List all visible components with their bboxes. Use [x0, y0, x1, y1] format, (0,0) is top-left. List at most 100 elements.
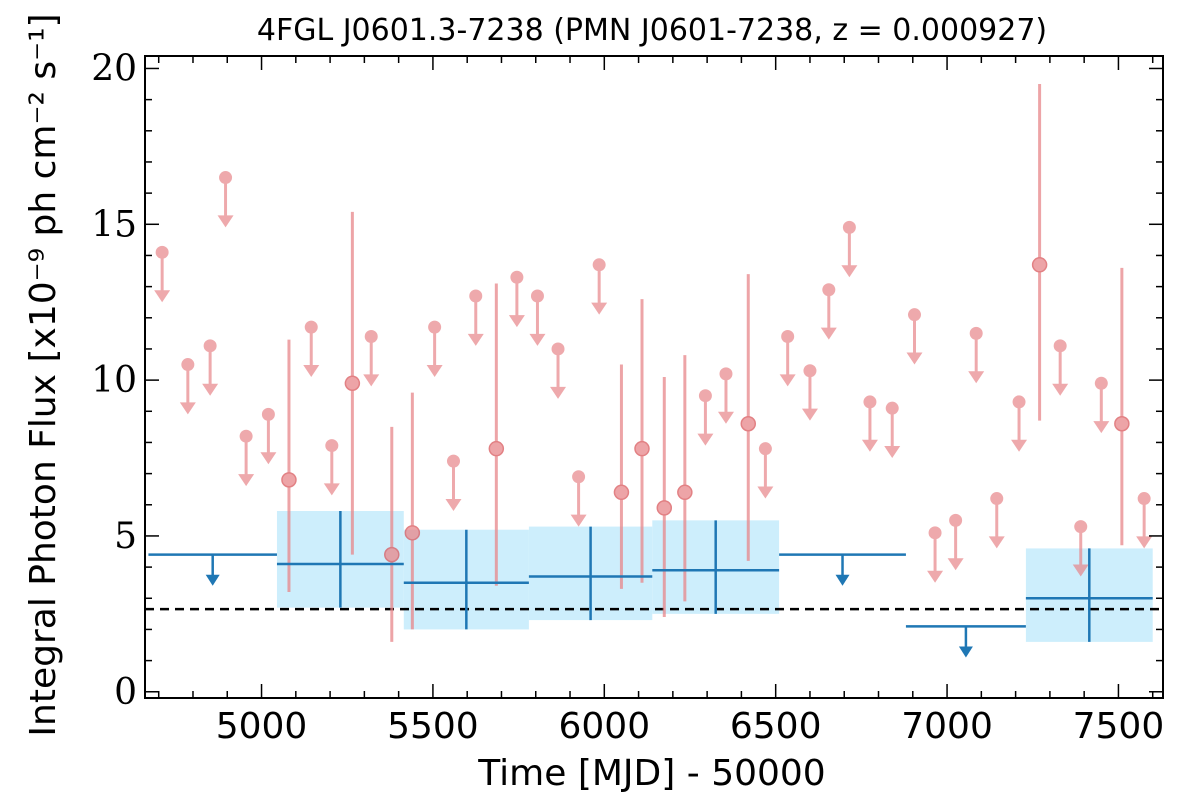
long-bin-ul-arrowhead: [958, 646, 973, 658]
upper-limit-arrowhead: [303, 365, 320, 377]
upper-limit-arrowhead: [779, 374, 796, 387]
upper-limit-marker: [510, 270, 524, 284]
upper-limit-marker: [592, 258, 606, 272]
upper-limit-arrowhead: [1072, 564, 1089, 577]
short-bin-upper-limit-25: [884, 401, 901, 459]
upper-limit-marker: [203, 339, 217, 353]
short-bin-series: [154, 84, 1153, 642]
upper-limit-arrowhead: [884, 446, 901, 459]
upper-limit-marker: [551, 342, 565, 356]
upper-limit-arrowhead: [927, 570, 944, 583]
upper-limit-marker: [698, 389, 712, 403]
upper-limit-marker: [1012, 395, 1026, 409]
upper-limit-marker: [803, 364, 817, 378]
upper-limit-arrowhead: [1136, 536, 1153, 549]
x-tick-label: 6000: [558, 706, 650, 747]
short-bin-upper-limit-22: [820, 283, 837, 340]
upper-limit-arrowhead: [238, 474, 255, 487]
upper-limit-marker: [863, 395, 877, 409]
short-bin-detection-3: [404, 392, 421, 630]
upper-limit-arrowhead: [363, 374, 380, 387]
upper-limit-arrowhead: [445, 499, 462, 512]
upper-limit-arrowhead: [323, 483, 340, 496]
detection-marker: [1114, 415, 1130, 432]
short-bin-upper-limit-32: [1052, 339, 1069, 396]
x-axis-label: Time [MJD] - 50000: [477, 753, 825, 794]
y-tick-label: 15: [91, 204, 137, 245]
short-bin-upper-limit-23: [841, 220, 858, 278]
upper-limit-marker: [325, 439, 339, 453]
upper-limit-marker: [990, 492, 1004, 506]
upper-limit-arrowhead: [861, 439, 878, 452]
long-bin-upper-limit-2: [905, 625, 1026, 658]
detection-marker: [677, 484, 693, 501]
upper-limit-marker: [719, 367, 733, 381]
detection-marker: [634, 440, 650, 457]
short-bin-upper-limit-3: [217, 171, 234, 228]
long-bin-ul-arrowhead: [205, 574, 220, 586]
long-bin-detection-4: [1025, 548, 1153, 642]
detection-marker: [740, 415, 757, 432]
short-bin-detection-6: [634, 299, 650, 583]
upper-limit-marker: [219, 171, 233, 185]
long-bin-detection-3: [652, 520, 780, 614]
y-tick-label: 5: [114, 516, 137, 557]
upper-limit-marker: [1094, 376, 1108, 390]
short-bin-upper-limit-31: [1011, 395, 1028, 452]
upper-limit-marker: [928, 526, 942, 540]
upper-limit-arrowhead: [550, 386, 567, 399]
upper-limit-marker: [822, 283, 836, 297]
upper-limit-arrowhead: [179, 402, 196, 415]
short-bin-upper-limit-30: [988, 492, 1005, 549]
upper-limit-marker: [949, 513, 963, 527]
upper-limit-marker: [261, 407, 275, 421]
upper-limit-arrowhead: [820, 327, 837, 340]
short-bin-detection-10: [1031, 84, 1048, 421]
short-bin-upper-limit-1: [179, 358, 196, 415]
x-tick-label: 5500: [387, 706, 479, 747]
short-bin-upper-limit-24: [861, 395, 878, 452]
upper-limit-marker: [1053, 339, 1067, 353]
y-tick-label: 20: [91, 48, 137, 89]
short-bin-upper-limit-6: [303, 320, 320, 377]
upper-limit-marker: [1074, 520, 1088, 534]
short-bin-upper-limit-4: [238, 429, 255, 487]
detection-marker: [281, 472, 297, 488]
short-bin-detection-9: [740, 274, 757, 561]
short-bin-upper-limit-19: [757, 442, 774, 499]
short-bin-detection-5: [613, 364, 630, 589]
upper-limit-arrowhead: [906, 352, 923, 365]
short-bin-upper-limit-12: [508, 270, 525, 328]
upper-limit-arrowhead: [154, 290, 171, 303]
upper-limit-marker: [469, 289, 483, 303]
short-bin-upper-limit-34: [1093, 376, 1110, 434]
short-bin-upper-limit-11: [467, 289, 484, 346]
short-bin-upper-limit-18: [717, 367, 734, 424]
upper-limit-marker: [428, 320, 442, 334]
x-tick-label: 7000: [901, 706, 993, 747]
short-bin-upper-limit-8: [363, 329, 380, 387]
long-bin-series: [148, 511, 1153, 658]
short-bin-upper-limit-7: [323, 439, 340, 496]
upper-limit-marker: [446, 454, 460, 468]
x-tick-label: 5000: [216, 706, 308, 747]
x-tick-label: 6500: [730, 706, 822, 747]
upper-limit-arrowhead: [1011, 439, 1028, 452]
short-bin-upper-limit-16: [591, 258, 608, 315]
short-bin-upper-limit-15: [570, 470, 587, 527]
short-bin-upper-limit-26: [906, 308, 923, 365]
short-bin-upper-limit-17: [697, 389, 714, 446]
short-bin-upper-limit-0: [154, 245, 171, 303]
detection-marker: [384, 546, 400, 563]
long-bin-upper-limit-0: [148, 553, 277, 586]
upper-limit-arrowhead: [217, 215, 234, 228]
upper-limit-arrowhead: [570, 514, 587, 527]
short-bin-upper-limit-35: [1136, 492, 1153, 549]
x-tick-label: 7500: [1073, 706, 1165, 747]
upper-limit-marker: [842, 220, 856, 234]
upper-limit-marker: [885, 401, 899, 415]
long-bin-ul-arrowhead: [835, 574, 850, 586]
upper-limit-arrowhead: [841, 265, 858, 278]
upper-limit-arrowhead: [757, 486, 774, 499]
detection-marker: [1031, 257, 1048, 273]
